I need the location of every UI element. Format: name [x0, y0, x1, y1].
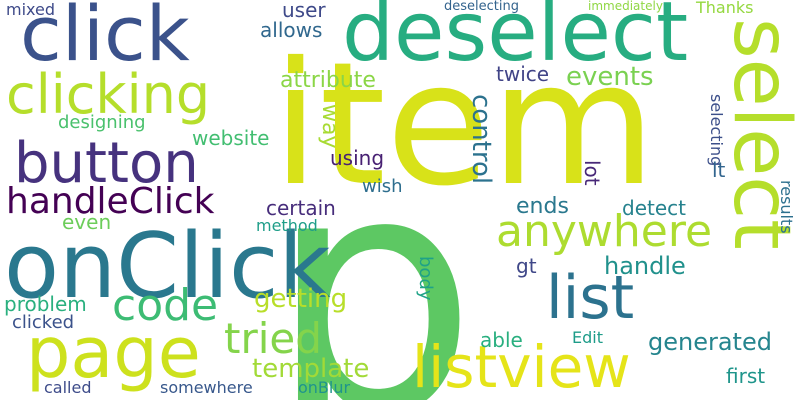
word-wish: wish — [362, 176, 403, 197]
word-mixed: mixed — [6, 0, 56, 19]
word-selecting: selecting — [707, 94, 726, 167]
word-template: template — [252, 354, 370, 384]
word-results: results — [777, 180, 796, 234]
word-events: events — [566, 62, 654, 92]
word-Edit: Edit — [572, 328, 603, 347]
word-lt: lt — [712, 158, 726, 182]
word-method: method — [256, 216, 318, 235]
word-ends: ends — [516, 194, 569, 219]
word-deselecting: deselecting — [444, 0, 519, 14]
word-somewhere: somewhere — [160, 378, 253, 397]
word-control: control — [466, 94, 496, 185]
word-clicking: clicking — [6, 63, 211, 126]
word-tried: tried — [224, 314, 322, 363]
word-allows: allows — [260, 18, 323, 42]
word-clicked: clicked — [12, 312, 75, 333]
word-onClick: onClick — [4, 214, 331, 319]
word-able: able — [480, 328, 523, 352]
word-body: body — [415, 256, 436, 301]
word-handle: handle — [604, 252, 686, 280]
word-select: select — [716, 18, 800, 250]
word-using: using — [330, 146, 385, 170]
word-anywhere: anywhere — [496, 206, 713, 257]
word-onBlur: onBlur — [298, 378, 351, 397]
word-designing: designing — [58, 112, 146, 133]
word-certain: certain — [266, 196, 336, 220]
word-way: way — [317, 104, 342, 149]
word-list: list — [546, 263, 635, 333]
word-called: called — [44, 378, 92, 397]
word-immediately: immediately — [588, 0, 663, 13]
word-page: page — [26, 312, 201, 394]
word-item: item — [272, 26, 657, 224]
word-p: p — [268, 103, 478, 400]
word-problem: problem — [4, 292, 87, 316]
word-getting: getting — [254, 284, 348, 314]
word-twice: twice — [496, 62, 550, 86]
word-Thanks: Thanks — [696, 0, 754, 17]
word-code: code — [112, 280, 219, 331]
word-user: user — [282, 0, 326, 22]
word-detect: detect — [622, 196, 686, 220]
word-handleClick: handleClick — [6, 181, 215, 222]
word-attribute: attribute — [280, 68, 376, 93]
word-listview: listview — [412, 333, 631, 400]
word-website: website — [192, 126, 270, 150]
word-deselect: deselect — [342, 0, 689, 80]
word-gt: gt — [516, 254, 537, 278]
word-button: button — [14, 131, 199, 196]
word-click: click — [20, 0, 190, 78]
word-first: first — [726, 364, 766, 388]
word-lot: lot — [580, 160, 604, 186]
word-generated: generated — [648, 328, 772, 356]
word-even: even — [62, 210, 112, 234]
